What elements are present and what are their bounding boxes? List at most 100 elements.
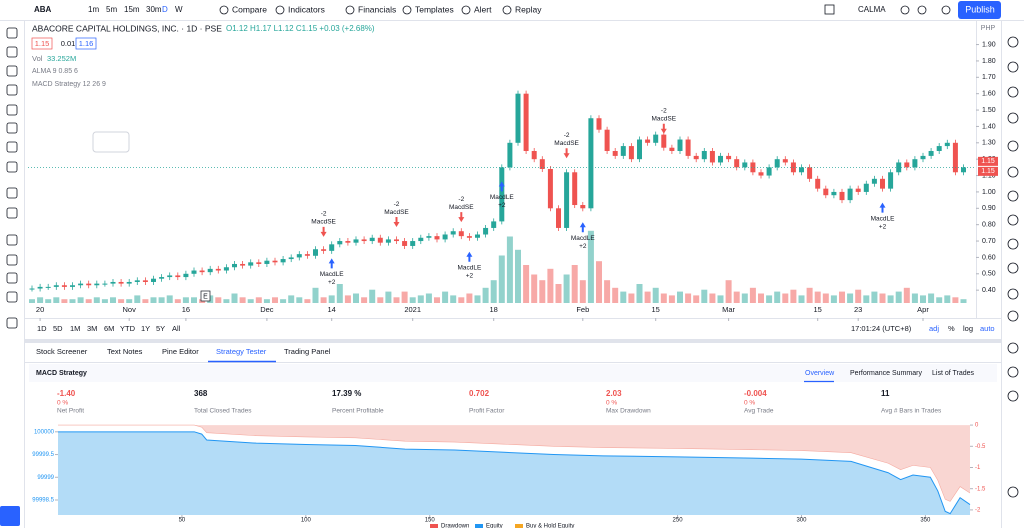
sidebar-icon[interactable] [1007,262,1019,274]
price-tick-label: 0.90 [982,205,996,212]
interval-button[interactable]: D [162,5,168,14]
sidebar-icon[interactable] [1007,214,1019,226]
sidebar-icon[interactable] [1007,288,1019,300]
sidebar-icon[interactable] [1007,166,1019,178]
tool-icon[interactable] [6,84,18,96]
sidebar-icon[interactable] [1007,86,1019,98]
tool-icon[interactable] [6,141,18,153]
volume-bar [474,295,481,303]
tool-icon[interactable] [6,161,18,173]
panel-tab[interactable]: Stock Screener [36,347,88,356]
strategy-tab[interactable]: List of Trades [932,370,975,377]
range-button[interactable]: All [172,324,181,333]
tool-icon[interactable] [6,272,18,284]
signal-label: MacdSE [384,209,409,216]
panel-tab[interactable]: Strategy Tester [216,347,267,356]
publish-button-bg[interactable] [958,1,1001,19]
sidebar-icon[interactable] [1007,36,1019,48]
volume-bar [749,287,756,303]
layout-icon[interactable] [824,4,835,15]
earnings-box[interactable] [200,290,211,302]
time-tick-label: 15 [814,305,822,314]
toolbar-button[interactable]: Replay [515,4,542,14]
volume-bar [77,297,84,303]
volume-bar [417,295,424,303]
star-button[interactable] [0,506,20,526]
interval-button[interactable]: 15m [124,5,140,14]
sidebar-icon[interactable] [1007,486,1019,498]
panel-tab[interactable]: Pine Editor [162,347,199,356]
volume-bar [701,289,708,303]
interval-button[interactable]: 1m [88,5,99,14]
scale-option[interactable]: adj [929,324,939,333]
range-button[interactable]: YTD [120,324,136,333]
sidebar-icon[interactable] [1007,310,1019,322]
panel-tab[interactable]: Text Notes [107,347,143,356]
tool-icon[interactable] [6,291,18,303]
interval-button[interactable]: 5m [106,5,117,14]
scale-option[interactable]: % [948,324,955,333]
sidebar-icon[interactable] [1007,390,1019,402]
tool-icon[interactable] [6,187,18,199]
alma-legend: ALMA 9 0.85 6 [32,68,78,75]
tool-icon[interactable] [6,46,18,58]
volume-bar [620,291,627,303]
tool-icon[interactable] [6,104,18,116]
range-button[interactable]: 6M [104,324,114,333]
interval-button[interactable]: 30m [146,5,162,14]
chart-title: ABACORE CAPITAL HOLDINGS, INC. · 1D · PS… [32,23,222,33]
toolbar-icon[interactable] [900,5,910,15]
toolbar-icon[interactable] [941,5,951,15]
sidebar-icon[interactable] [1007,61,1019,73]
interval-button[interactable]: W [175,5,183,14]
range-button[interactable]: 1D [37,324,47,333]
range-button[interactable]: 3M [87,324,97,333]
time-tick-label: Feb [576,305,589,314]
volume-bar [61,299,68,303]
range-button[interactable]: 5Y [156,324,165,333]
earnings-marker[interactable]: E [203,293,208,300]
sidebar-icon[interactable] [1007,190,1019,202]
layout-name[interactable]: CALMA [858,5,886,14]
scale-option[interactable]: auto [980,324,995,333]
toolbar-button[interactable]: Indicators [288,4,325,14]
tool-icon[interactable] [6,65,18,77]
panel-tab[interactable]: Trading Panel [284,347,331,356]
price-tick-label: 1.80 [982,58,996,65]
toolbar-button[interactable]: Financials [358,4,396,14]
tool-icon[interactable] [6,122,18,134]
tool-icon[interactable] [6,317,18,329]
sidebar-icon[interactable] [1007,342,1019,354]
short-arrow [458,212,465,223]
symbol[interactable]: ABA [34,5,52,14]
publish-button[interactable]: Publish [965,4,995,14]
range-button[interactable]: 1M [70,324,80,333]
drawing-toolbar[interactable] [92,131,130,153]
short-arrow [563,148,570,159]
tool-icon[interactable] [6,234,18,246]
toolbar-button[interactable]: Templates [415,4,454,14]
toolbar-button[interactable]: Alert [474,4,492,14]
candle [61,285,67,287]
candle [426,236,432,238]
sidebar-icon[interactable] [1007,112,1019,124]
range-button[interactable]: 5D [53,324,63,333]
volume-bar [547,268,554,303]
time-tick-label: 15 [652,305,660,314]
toolbar-icon[interactable] [917,5,927,15]
tool-icon[interactable] [6,254,18,266]
candle [815,178,821,189]
sidebar-icon[interactable] [1007,140,1019,152]
long-arrow [579,222,586,233]
strategy-tab[interactable]: Performance Summary [850,370,922,377]
volume-bar [839,291,845,303]
sidebar-icon[interactable] [1007,366,1019,378]
toolbar-button[interactable]: Compare [232,4,267,14]
sidebar-icon[interactable] [1007,238,1019,250]
strategy-tab[interactable]: Overview [805,370,835,377]
candle [29,288,35,290]
tool-icon[interactable] [6,27,18,39]
scale-option[interactable]: log [963,324,973,333]
tool-icon[interactable] [6,207,18,219]
range-button[interactable]: 1Y [141,324,150,333]
